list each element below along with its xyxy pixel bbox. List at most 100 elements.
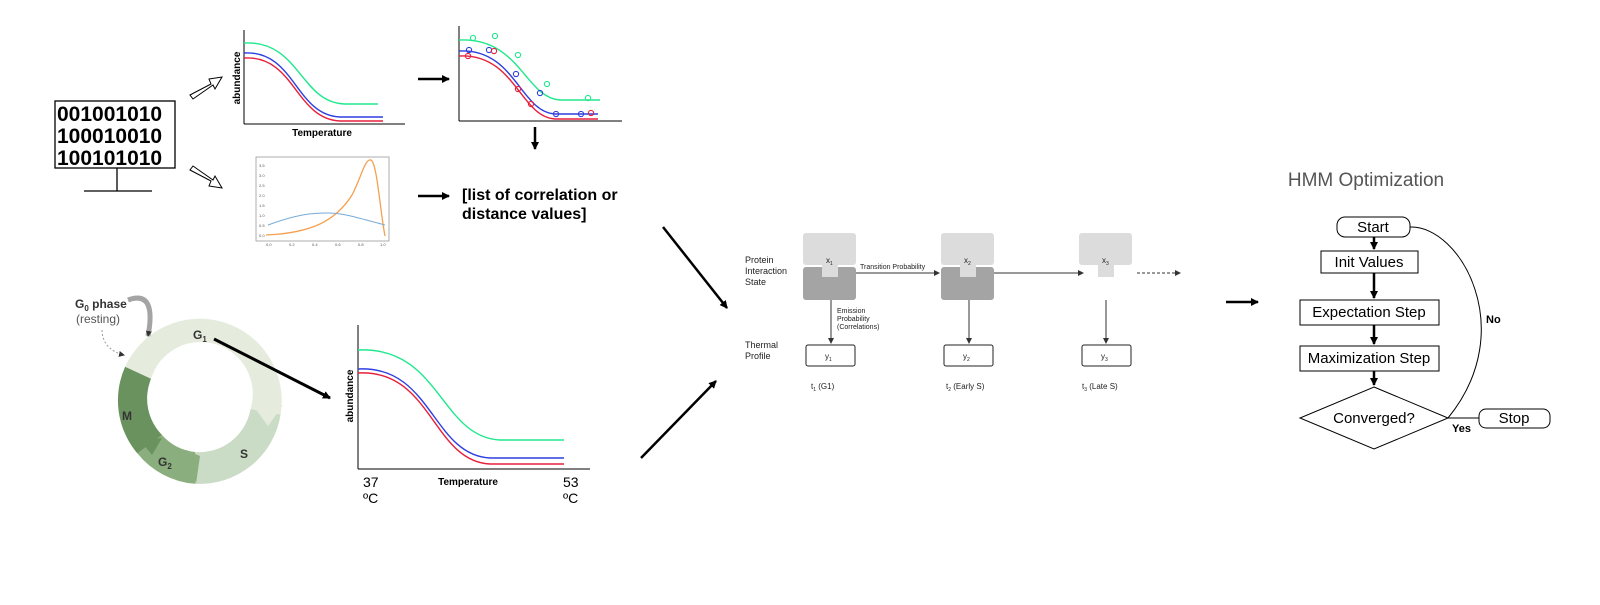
- init-values-node: [1320, 250, 1419, 274]
- fit-curve-blue: [458, 50, 598, 115]
- curve-red: [243, 57, 383, 122]
- arrow-bottom-to-hmm: [640, 380, 717, 459]
- data-point: [464, 52, 472, 60]
- svg-text:Start: Start: [1357, 219, 1390, 236]
- svg-text:x1: x1: [826, 256, 833, 267]
- observation-box-1: [805, 344, 856, 367]
- hidden-state-2: x2: [941, 233, 994, 300]
- g0-resting-label: (resting): [76, 312, 120, 326]
- ytick-label: 3.0: [259, 173, 265, 178]
- data-point: [527, 100, 535, 108]
- x-start-unit: ºC: [363, 490, 378, 506]
- ytick-label: 2.5: [259, 183, 265, 188]
- svg-text:x2: x2: [964, 256, 971, 267]
- ytick-label: 3.5: [259, 163, 265, 168]
- cell-cycle-diagram: G0 phase (resting) G1 M G2 S: [75, 295, 283, 484]
- xtick-label: 0.0: [266, 242, 272, 247]
- data-point: [587, 109, 595, 117]
- data-point: [514, 85, 522, 93]
- svg-text:Maximization Step: Maximization Step: [1308, 350, 1431, 367]
- curve-blue: [243, 52, 383, 118]
- data-point: [491, 32, 499, 40]
- cycle-segment-g1: [125, 318, 282, 415]
- svg-text:x3: x3: [1102, 256, 1109, 267]
- fit-curve-green: [458, 39, 600, 101]
- data-point: [536, 89, 544, 97]
- protein-state-label: Protein Interaction State: [745, 255, 790, 287]
- top-curves-plot: abundance Temperature: [232, 30, 405, 139]
- binary-line-3: 100101010: [57, 147, 162, 170]
- s-label: S: [240, 447, 248, 461]
- converged-decision-node: [1298, 386, 1450, 450]
- data-point: [584, 94, 592, 102]
- x-end-value: 53: [563, 474, 579, 490]
- curve-green: [243, 42, 378, 105]
- m-label: M: [122, 409, 132, 423]
- bottom-curve-red: [357, 372, 564, 465]
- svg-text:y1: y1: [825, 352, 832, 363]
- xtick-label: 0.2: [289, 242, 295, 247]
- g0-dashed-arrow-icon: [101, 329, 125, 357]
- hmm-optimization-flowchart: HMM Optimization Start Init Values Expec…: [1288, 170, 1551, 450]
- expectation-step-node: [1299, 299, 1440, 326]
- data-point: [514, 51, 522, 59]
- svg-text:Init Values: Init Values: [1335, 254, 1404, 271]
- cycle-segment-m: [117, 366, 162, 454]
- time-label-2: t2 (Early S): [946, 382, 985, 393]
- thermal-profile-label: Thermal Profile: [745, 340, 781, 361]
- x-start-value: 37: [363, 474, 379, 490]
- x-end-unit: ºC: [563, 490, 578, 506]
- maximization-step-node: [1299, 345, 1440, 372]
- computer-monitor: [54, 100, 176, 169]
- no-loop-line: [1409, 226, 1482, 419]
- correlation-list-line-2: distance values]: [462, 206, 587, 223]
- yes-label: Yes: [1452, 423, 1471, 435]
- binary-line-2: 100010010: [57, 125, 162, 148]
- bottom-curve-blue: [357, 368, 564, 459]
- ytick-label: 2.0: [259, 193, 265, 198]
- bottom-plot-xlabel: Temperature: [438, 477, 498, 488]
- distribution-blue: [267, 212, 386, 226]
- binary-line-1: 001001010: [57, 103, 162, 126]
- data-point: [465, 46, 473, 54]
- data-point: [577, 110, 585, 118]
- bottom-curve-green: [357, 349, 564, 441]
- time-label-1: t1 (G1): [811, 382, 835, 393]
- data-point: [490, 47, 498, 55]
- xtick-label: 0.8: [358, 242, 364, 247]
- svg-text:Converged?: Converged?: [1333, 410, 1415, 427]
- time-label-3: t3 (Late S): [1082, 382, 1118, 393]
- svg-text:y3: y3: [1101, 352, 1108, 363]
- xtick-label: 0.4: [312, 242, 318, 247]
- g2-label: G2: [158, 455, 172, 471]
- distribution-orange: [265, 159, 386, 237]
- no-label: No: [1486, 314, 1501, 326]
- transition-label: Transition Probability: [860, 264, 926, 271]
- bottom-curves-plot: abundance Temperature 37 ºC 53 ºC: [345, 325, 590, 506]
- distribution-plot: 0.0 0.5 1.0 1.5 2.0 2.5 3.0 3.5 0.0 0.2 …: [255, 156, 390, 247]
- g1-label: G1: [193, 328, 207, 344]
- svg-text:y2: y2: [963, 352, 970, 363]
- data-point: [512, 70, 520, 78]
- fitted-curves-plot: [458, 26, 622, 122]
- arrow-g1-to-plot: [213, 337, 331, 400]
- ytick-label: 0.5: [259, 223, 265, 228]
- xtick-label: 1.0: [380, 242, 386, 247]
- data-point: [543, 80, 551, 88]
- cycle-segment-s: [195, 409, 281, 484]
- observation-box-2: [943, 344, 994, 367]
- hmm-model: Protein Interaction State Thermal Profil…: [745, 233, 1181, 393]
- stop-node: [1478, 408, 1551, 429]
- bottom-plot-ylabel: abundance: [345, 369, 356, 422]
- observation-box-3: [1081, 344, 1132, 367]
- data-point: [485, 46, 493, 54]
- hollow-arrow-up-icon: [189, 76, 223, 100]
- arrow-top-to-hmm: [662, 226, 728, 309]
- correlation-list-line-1: [list of correlation or: [462, 187, 618, 204]
- data-point: [469, 34, 477, 42]
- computer-icon: 001001010 100010010 100101010: [54, 100, 176, 192]
- ytick-label: 1.5: [259, 203, 265, 208]
- ytick-label: 0.0: [259, 233, 265, 238]
- g0-phase-label: G0 phase: [75, 297, 127, 313]
